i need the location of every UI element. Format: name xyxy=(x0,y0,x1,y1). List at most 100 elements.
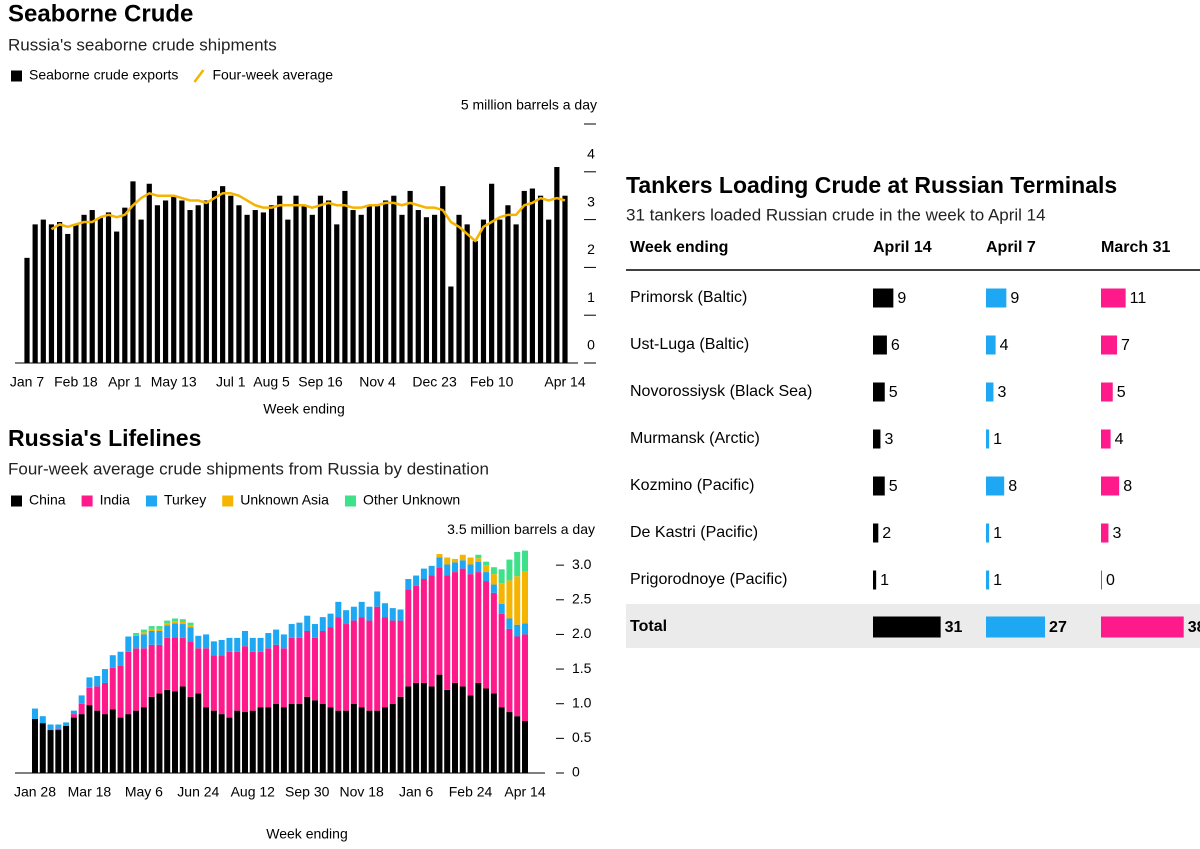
bar xyxy=(268,205,275,363)
stacked-bar-segment xyxy=(125,636,132,652)
table-value: 5 xyxy=(889,478,898,495)
x-tick-label: Aug 5 xyxy=(253,374,290,390)
stacked-bar-segment xyxy=(203,648,210,708)
table-bar xyxy=(1101,429,1111,449)
stacked-bar-segment xyxy=(436,557,443,568)
stacked-bar-segment xyxy=(436,554,443,558)
stacked-bar-segment xyxy=(389,703,396,773)
stacked-bar-segment xyxy=(452,572,458,683)
table-value: 3 xyxy=(997,384,1006,401)
stacked-bar-segment xyxy=(179,686,186,773)
average-line xyxy=(50,192,566,243)
stacked-bar-segment xyxy=(312,700,318,773)
y-tick-label: 3.0 xyxy=(572,556,592,572)
stacked-bar-segment xyxy=(140,634,147,649)
stacked-bar-segment xyxy=(506,628,513,713)
bar xyxy=(138,219,144,363)
table-value: 7 xyxy=(1121,337,1130,354)
stacked-bar-segment xyxy=(374,606,381,711)
table-value: 6 xyxy=(891,337,900,354)
stacked-bar-segment xyxy=(265,707,272,773)
bar xyxy=(260,212,266,363)
stacked-bar-segment xyxy=(506,580,513,619)
stacked-bar-segment xyxy=(514,716,521,773)
stacked-bar-segment xyxy=(350,620,357,704)
stacked-bar-segment xyxy=(452,562,458,573)
table-bar xyxy=(873,288,894,308)
stacked-bar-segment xyxy=(358,707,365,773)
column-header: April 7 xyxy=(986,239,1036,256)
table-bar xyxy=(1101,382,1113,402)
stacked-bar-segment xyxy=(179,619,186,622)
stacked-bar-segment xyxy=(148,628,155,631)
stacked-bar-segment xyxy=(296,637,303,704)
stacked-bar-segment xyxy=(490,574,497,585)
stacked-bar-segment xyxy=(226,717,233,773)
legend-label: Unknown Asia xyxy=(240,492,329,508)
total-label: Total xyxy=(630,618,667,635)
stacked-bar-segment xyxy=(257,707,264,773)
stacked-bar-segment xyxy=(210,710,217,773)
chart-subtitle: Four-week average crude shipments from R… xyxy=(8,459,489,478)
stacked-bar-segment xyxy=(249,651,256,711)
stacked-bar-segment xyxy=(226,637,233,652)
bar xyxy=(513,224,519,363)
stacked-bar-segment xyxy=(467,695,474,773)
stacked-bar-segment xyxy=(39,716,46,724)
row-label: De Kastri (Pacific) xyxy=(630,524,758,541)
stacked-bar-segment xyxy=(63,725,70,773)
stacked-bar-segment xyxy=(140,632,147,635)
legend-label: Turkey xyxy=(164,492,206,508)
bar xyxy=(220,186,226,363)
legend-label: Other Unknown xyxy=(363,492,460,508)
stacked-bar-segment xyxy=(133,648,140,711)
bar xyxy=(162,200,169,363)
table-value: 9 xyxy=(897,290,906,307)
bar xyxy=(456,214,462,363)
table-value: 9 xyxy=(1010,290,1019,307)
stacked-bar-segment xyxy=(102,669,108,683)
legend-swatch xyxy=(222,495,234,507)
bar xyxy=(383,200,389,363)
legend-swatch xyxy=(11,70,22,82)
bar xyxy=(81,214,87,363)
bar xyxy=(105,212,112,363)
stacked-bar-segment xyxy=(475,572,482,683)
stacked-bar-segment xyxy=(109,667,116,710)
stacked-bar-segment xyxy=(312,624,318,638)
stacked-bar-segment xyxy=(86,677,93,688)
y-tick-label: 1.0 xyxy=(572,694,592,710)
bar xyxy=(293,195,299,363)
stacked-bar-segment xyxy=(444,564,451,576)
x-tick-label: Apr 1 xyxy=(108,374,142,390)
stacked-bar-segment xyxy=(506,559,513,581)
bar xyxy=(554,167,560,363)
stacked-bar-segment xyxy=(498,583,505,604)
stacked-bar-segment xyxy=(125,651,132,715)
bar xyxy=(89,210,95,363)
stacked-bar-segment xyxy=(335,617,342,711)
stacked-bar-segment xyxy=(242,712,248,773)
stacked-bar-segment xyxy=(140,629,147,633)
stacked-bar-segment xyxy=(164,625,171,638)
stacked-bar-segment xyxy=(452,682,458,773)
stacked-bar-segment xyxy=(382,707,388,773)
stacked-bar-segment xyxy=(475,558,482,562)
bar xyxy=(228,195,234,363)
stacked-bar-segment xyxy=(498,613,505,708)
stacked-bar-segment xyxy=(125,714,132,773)
stacked-bar-segment xyxy=(467,564,474,575)
stacked-bar-segment xyxy=(164,637,171,690)
y-tick-label: 2.5 xyxy=(572,590,592,606)
y-tick-label: 1.5 xyxy=(572,660,592,676)
table-bar xyxy=(986,570,990,590)
table-bar xyxy=(873,523,879,543)
y-tick-label: 0 xyxy=(572,764,580,780)
stacked-bar-segment xyxy=(102,714,108,773)
stacked-bar-segment xyxy=(413,575,420,586)
column-header: Week ending xyxy=(630,239,728,256)
bar xyxy=(285,219,291,363)
table-value: 1 xyxy=(880,572,889,589)
bar xyxy=(521,190,527,363)
